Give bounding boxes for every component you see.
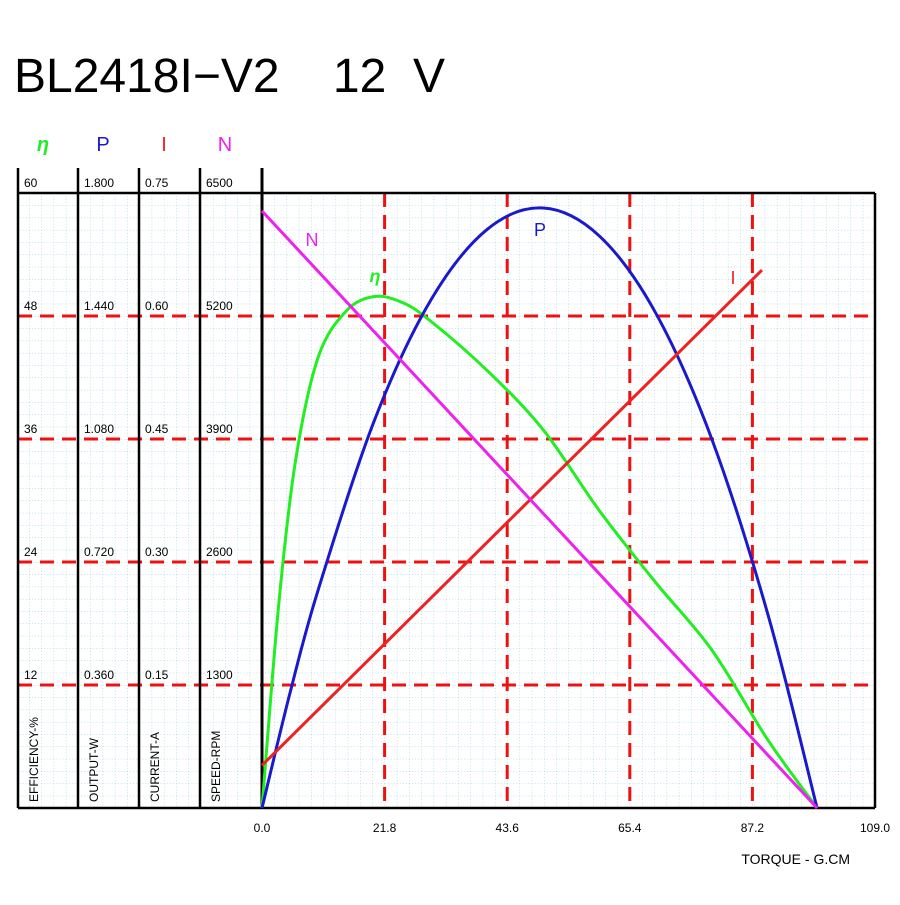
y-tick-label: 24 [24,545,38,559]
y-tick-label: 2600 [206,545,233,559]
x-tick-label: 43.6 [496,821,520,835]
y-tick-label: 0.45 [145,422,169,436]
y-tick-label: 0.60 [145,299,169,313]
y-tick-label: 60 [24,176,38,190]
chart-title: BL2418I−V2 12 V [14,50,445,103]
series-line [260,209,819,810]
y-tick-label: 48 [24,299,38,313]
x-tick-label: 109.0 [860,821,890,835]
y-tick-label: 0.720 [84,545,114,559]
series-header: N [218,134,232,156]
y-tick-label: 5200 [206,299,233,313]
y-tick-label: 3900 [206,422,233,436]
y-tick-label: 0.30 [145,545,169,559]
series-header: I [161,134,167,156]
y-tick-label: 6500 [206,176,233,190]
x-tick-label: 0.0 [254,821,271,835]
x-tick-label: 87.2 [741,821,765,835]
curve-label: I [730,268,735,288]
series-line [260,294,819,809]
y-axis-title: SPEED-RPM [209,731,223,802]
series-header: P [96,134,109,156]
y-tick-label: 1.800 [84,176,114,190]
x-tick-label: 65.4 [618,821,642,835]
curve-label: P [534,220,546,240]
y-axis-title: CURRENT-A [148,732,162,802]
y-tick-label: 0.15 [145,668,169,682]
x-tick-label: 21.8 [373,821,397,835]
y-axis-title: EFFICIENCY-% [27,717,41,802]
y-tick-label: 0.360 [84,668,114,682]
series-line [260,269,764,767]
y-tick-label: 1.440 [84,299,114,313]
series-header: η [37,134,49,156]
y-tick-label: 1300 [206,668,233,682]
y-tick-label: 12 [24,668,38,682]
y-axis-title: OUTPUT-W [87,737,101,802]
y-tick-label: 0.75 [145,176,169,190]
curve-label: η [370,266,381,286]
y-tick-label: 36 [24,422,38,436]
curve-label: N [306,230,319,250]
series-line [260,206,819,809]
y-tick-label: 1.080 [84,422,114,436]
x-axis-title: TORQUE - G.CM [741,851,850,867]
